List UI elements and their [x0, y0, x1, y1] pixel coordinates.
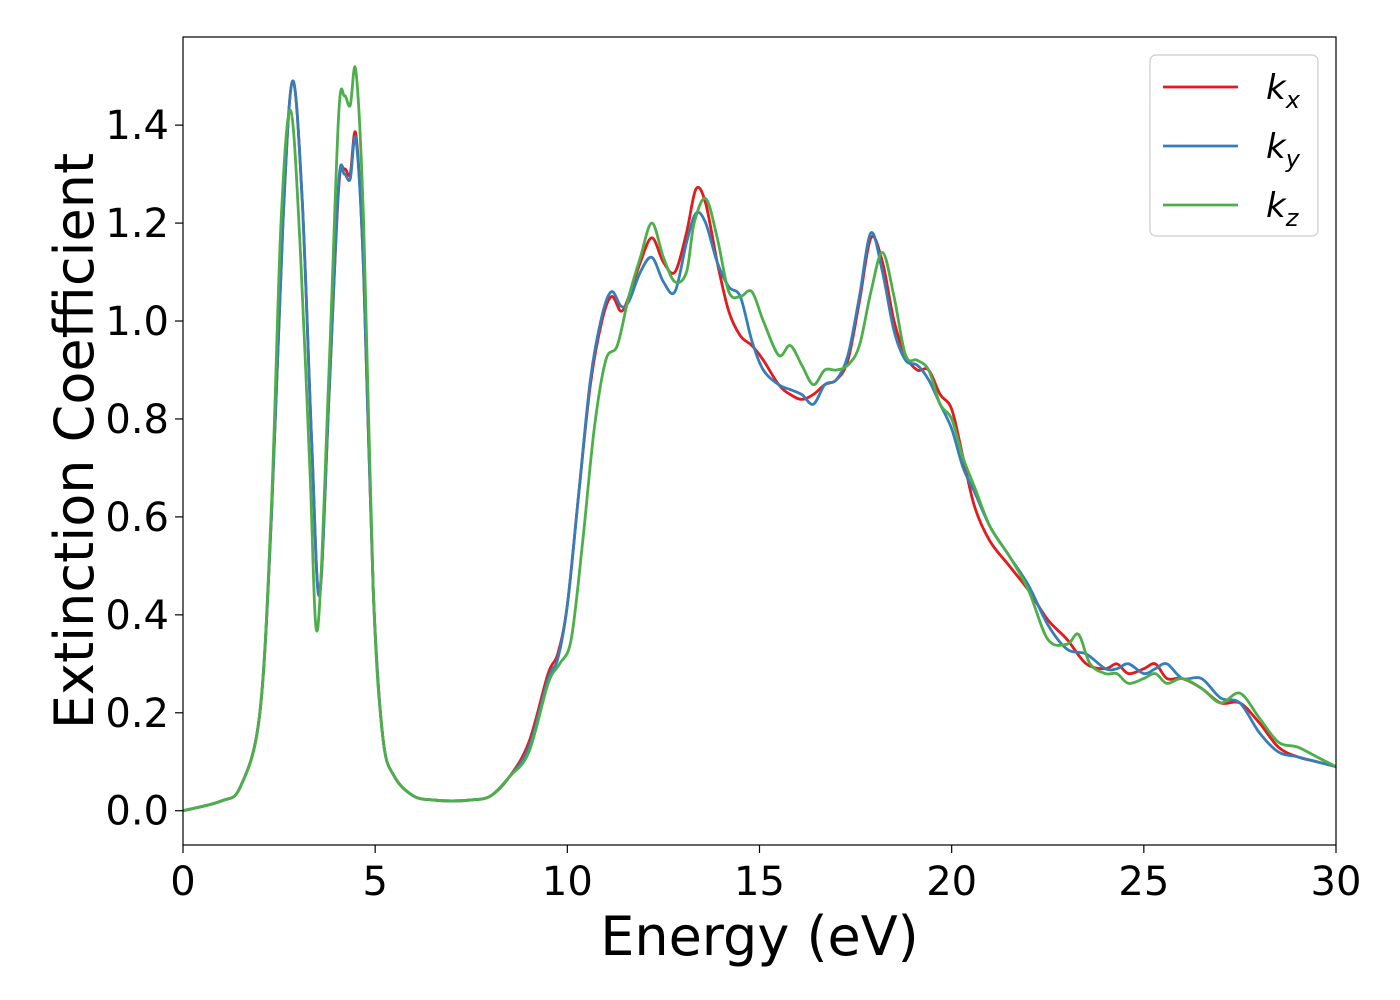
legend-label-subscript: z [1285, 204, 1300, 232]
y-tick-label: 0.8 [105, 397, 169, 443]
x-tick-label: 0 [170, 859, 195, 905]
legend-label-subscript: y [1285, 145, 1301, 173]
legend-label-base: k [1266, 68, 1287, 108]
series-line-kz [183, 65, 1336, 813]
x-tick-label: 10 [542, 859, 593, 905]
legend-label-base: k [1266, 127, 1287, 167]
x-tick-label: 5 [362, 859, 387, 905]
x-tick-label: 30 [1311, 859, 1362, 905]
x-axis-ticks: 0 5 10 15 20 25 30 [170, 845, 1361, 905]
y-tick-label: 0.0 [105, 789, 169, 835]
legend-label-base: k [1266, 186, 1287, 226]
y-tick-label: 1.2 [105, 201, 169, 247]
y-tick-label: 0.4 [105, 593, 169, 639]
legend-label: ky [1266, 127, 1301, 173]
y-axis-label: Extinction Coefficient [43, 153, 106, 729]
y-tick-label: 0.6 [105, 495, 169, 541]
y-tick-label: 1.0 [105, 299, 169, 345]
legend-label-subscript: x [1285, 86, 1301, 114]
y-tick-label: 0.2 [105, 691, 169, 737]
x-tick-label: 20 [926, 859, 977, 905]
series-layer [183, 65, 1336, 813]
y-tick-label: 1.4 [105, 103, 169, 149]
legend-label: kz [1266, 186, 1300, 232]
x-tick-label: 25 [1118, 859, 1169, 905]
series-line-ky [183, 79, 1336, 813]
x-axis-label: Energy (eV) [600, 905, 919, 968]
x-tick-label: 15 [734, 859, 785, 905]
y-axis-ticks: 0.0 0.2 0.4 0.6 0.8 1.0 1.2 1.4 [105, 103, 183, 835]
legend-label: kx [1266, 68, 1301, 114]
